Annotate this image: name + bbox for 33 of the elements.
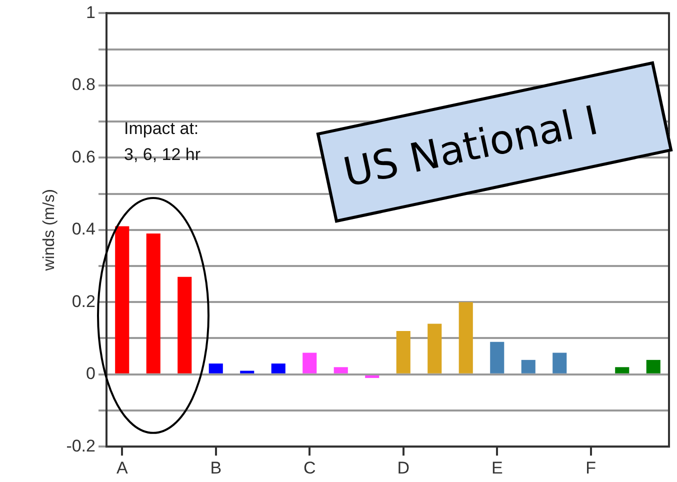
- bar: [428, 324, 442, 374]
- annotation: US National I: [316, 61, 673, 223]
- x-tick-label: F: [586, 458, 596, 478]
- bar: [615, 367, 630, 374]
- x-tick-label: D: [397, 458, 410, 478]
- bar: [396, 331, 410, 374]
- bar: [240, 370, 254, 374]
- bar: [458, 302, 473, 374]
- y-tick-label: 1: [86, 2, 96, 22]
- bar: [178, 276, 192, 374]
- bar: [646, 360, 660, 374]
- bar: [208, 364, 223, 374]
- y-tick-label: -0.2: [66, 436, 96, 456]
- y-tick-label: 0.4: [72, 220, 96, 239]
- bar: [271, 364, 286, 374]
- bar: [115, 226, 130, 374]
- bar: [146, 234, 160, 374]
- bar: [552, 352, 567, 374]
- x-tick-label: B: [210, 458, 222, 478]
- y-tick-label: 0.2: [72, 292, 96, 311]
- x-tick-label: C: [303, 458, 316, 478]
- y-tick-label: 0: [86, 364, 96, 384]
- bar: [365, 375, 380, 378]
- bar: [521, 360, 536, 374]
- x-tick-label: E: [491, 458, 503, 478]
- x-tick-label: A: [116, 458, 128, 478]
- bar: [490, 342, 504, 374]
- y-tick-label: 0.8: [72, 75, 96, 94]
- annotation: Impact at: 3, 6, 12 hr: [123, 118, 202, 166]
- y-axis-title: winds (m/s): [41, 189, 58, 272]
- y-tick-label: 0.6: [72, 147, 96, 166]
- bar: [302, 352, 317, 374]
- bar: [334, 367, 348, 374]
